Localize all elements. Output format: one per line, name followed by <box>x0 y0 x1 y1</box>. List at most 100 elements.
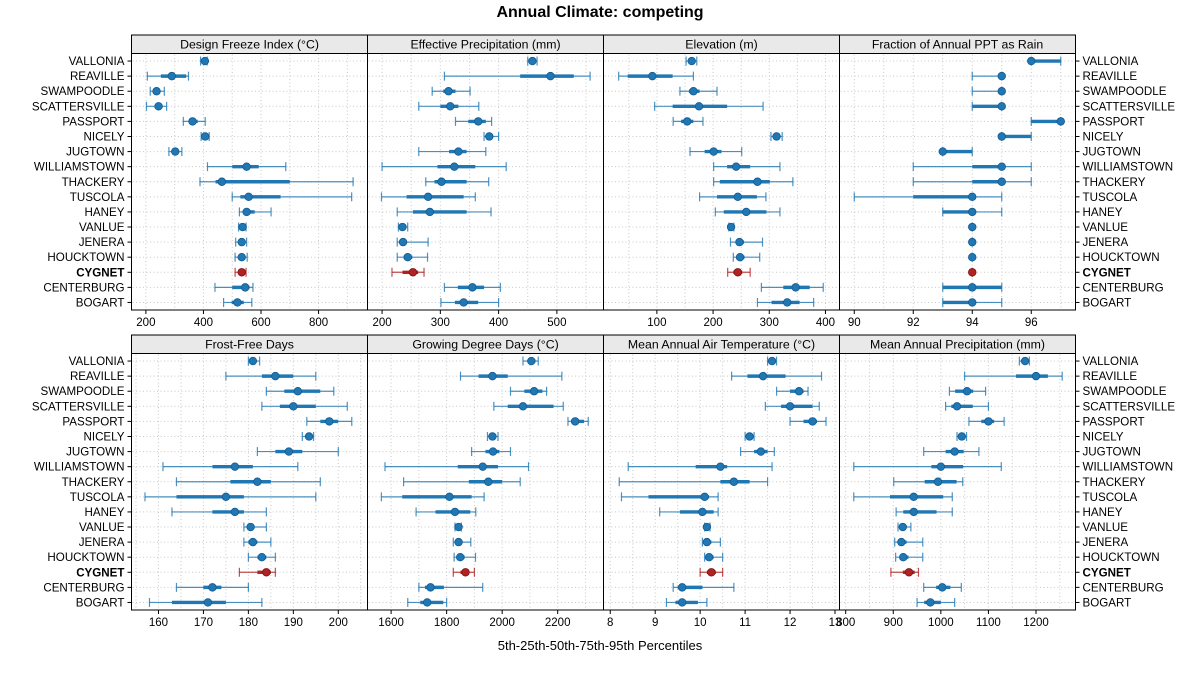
median-dot <box>694 102 704 111</box>
x-tick-label: 1800 <box>434 617 460 629</box>
median-dot <box>1020 356 1030 366</box>
row-label-right: SWAMPOODLE <box>1083 385 1167 398</box>
median-dot <box>529 387 539 396</box>
row-label-right: BOGART <box>1083 296 1132 309</box>
median-dot <box>1056 117 1065 126</box>
median-dot <box>230 507 240 517</box>
strip-title-growing-degree-days: Growing Degree Days (°C) <box>412 338 558 352</box>
median-dot <box>271 371 280 381</box>
x-tick-label: 200 <box>703 317 722 329</box>
median-dot <box>237 237 246 247</box>
median-dot <box>938 147 947 156</box>
x-tick-label: 13 <box>829 617 842 629</box>
row-label-right: VANLUE <box>1083 521 1129 534</box>
median-dot <box>733 192 742 202</box>
median-dot <box>1031 371 1041 381</box>
row-label-left: PASSPORT <box>62 115 124 128</box>
row-label-right: CYGNET <box>1083 266 1131 279</box>
x-tick-label: 400 <box>816 317 835 329</box>
median-dot <box>242 207 251 217</box>
row-label-left: WILLIAMSTOWN <box>34 161 125 174</box>
median-dot <box>689 87 698 96</box>
median-dot <box>756 447 766 456</box>
row-label-left: SWAMPOODLE <box>41 385 125 398</box>
row-label-right: SCATTERSVILLE <box>1083 100 1176 113</box>
median-dot <box>488 371 497 381</box>
median-dot <box>246 522 255 532</box>
median-dot <box>968 298 977 307</box>
strip-title-effective-precipitation: Effective Precipitation (mm) <box>410 38 560 52</box>
median-dot <box>735 252 745 262</box>
row-label-left: VALLONIA <box>69 355 125 368</box>
median-dot <box>423 192 433 202</box>
median-dot <box>450 507 460 517</box>
row-label-right: TUSCOLA <box>1083 191 1138 204</box>
x-tick-label: 900 <box>884 617 903 629</box>
x-tick-label: 90 <box>848 317 861 329</box>
row-label-left: THACKERY <box>62 476 125 489</box>
row-label-left: CENTERBURG <box>43 281 124 294</box>
median-dot <box>707 568 716 577</box>
row-label-right: JENERA <box>1083 536 1129 549</box>
row-label-right: HOUCKTOWN <box>1083 251 1160 264</box>
row-label-right: CENTERBURG <box>1083 281 1164 294</box>
median-dot <box>767 356 777 366</box>
x-tick-label: 800 <box>309 317 328 329</box>
median-dot <box>936 462 946 471</box>
median-dot <box>791 283 800 292</box>
row-label-right: THACKERY <box>1083 476 1146 489</box>
x-tick-label: 9 <box>652 617 658 629</box>
median-dot <box>704 552 714 562</box>
median-dot <box>968 237 977 247</box>
median-dot <box>997 177 1006 186</box>
median-dot <box>167 71 176 81</box>
row-label-right: PASSPORT <box>1083 415 1145 428</box>
median-dot <box>425 207 435 217</box>
row-label-left: VANLUE <box>79 221 125 234</box>
median-dot <box>753 177 762 186</box>
median-dot <box>952 402 962 411</box>
x-tick-label: 92 <box>907 317 920 329</box>
median-dot <box>938 583 947 592</box>
median-dot <box>426 583 435 592</box>
row-label-left: JENERA <box>79 236 125 249</box>
median-dot <box>445 492 454 502</box>
median-dot <box>997 162 1006 171</box>
row-label-left: BOGART <box>76 296 125 309</box>
median-dot <box>742 207 751 217</box>
median-dot <box>444 87 453 96</box>
row-label-left: PASSPORT <box>62 415 124 428</box>
row-label-left: HOUCKTOWN <box>47 251 124 264</box>
median-dot <box>221 492 231 502</box>
row-label-left: THACKERY <box>62 176 125 189</box>
row-label-right: JUGTOWN <box>1083 146 1141 159</box>
row-label-left: JUGTOWN <box>66 446 124 459</box>
median-dot <box>546 71 555 81</box>
median-dot <box>208 583 217 592</box>
median-dot <box>997 102 1006 111</box>
x-tick-label: 400 <box>489 317 508 329</box>
median-dot <box>474 117 483 126</box>
median-dot <box>262 568 271 577</box>
row-label-left: TUSCOLA <box>70 491 125 504</box>
median-dot <box>898 522 907 532</box>
row-label-left: BOGART <box>76 596 125 609</box>
median-dot <box>897 537 906 547</box>
row-label-right: HOUCKTOWN <box>1083 551 1160 564</box>
median-dot <box>408 268 418 277</box>
row-label-left: CENTERBURG <box>43 581 124 594</box>
x-tick-label: 2200 <box>545 617 571 629</box>
median-dot <box>325 417 334 426</box>
median-dot <box>454 522 463 532</box>
median-dot <box>200 56 210 66</box>
x-tick-label: 180 <box>239 617 258 629</box>
row-label-left: SWAMPOODLE <box>41 85 125 98</box>
median-dot <box>968 268 977 277</box>
median-dot <box>683 117 692 126</box>
x-tick-label: 1100 <box>976 617 1001 629</box>
x-tick-label: 300 <box>760 317 779 329</box>
row-label-left: JUGTOWN <box>66 146 124 159</box>
x-tick-label: 1200 <box>1023 617 1049 629</box>
row-label-left: HOUCKTOWN <box>47 551 124 564</box>
